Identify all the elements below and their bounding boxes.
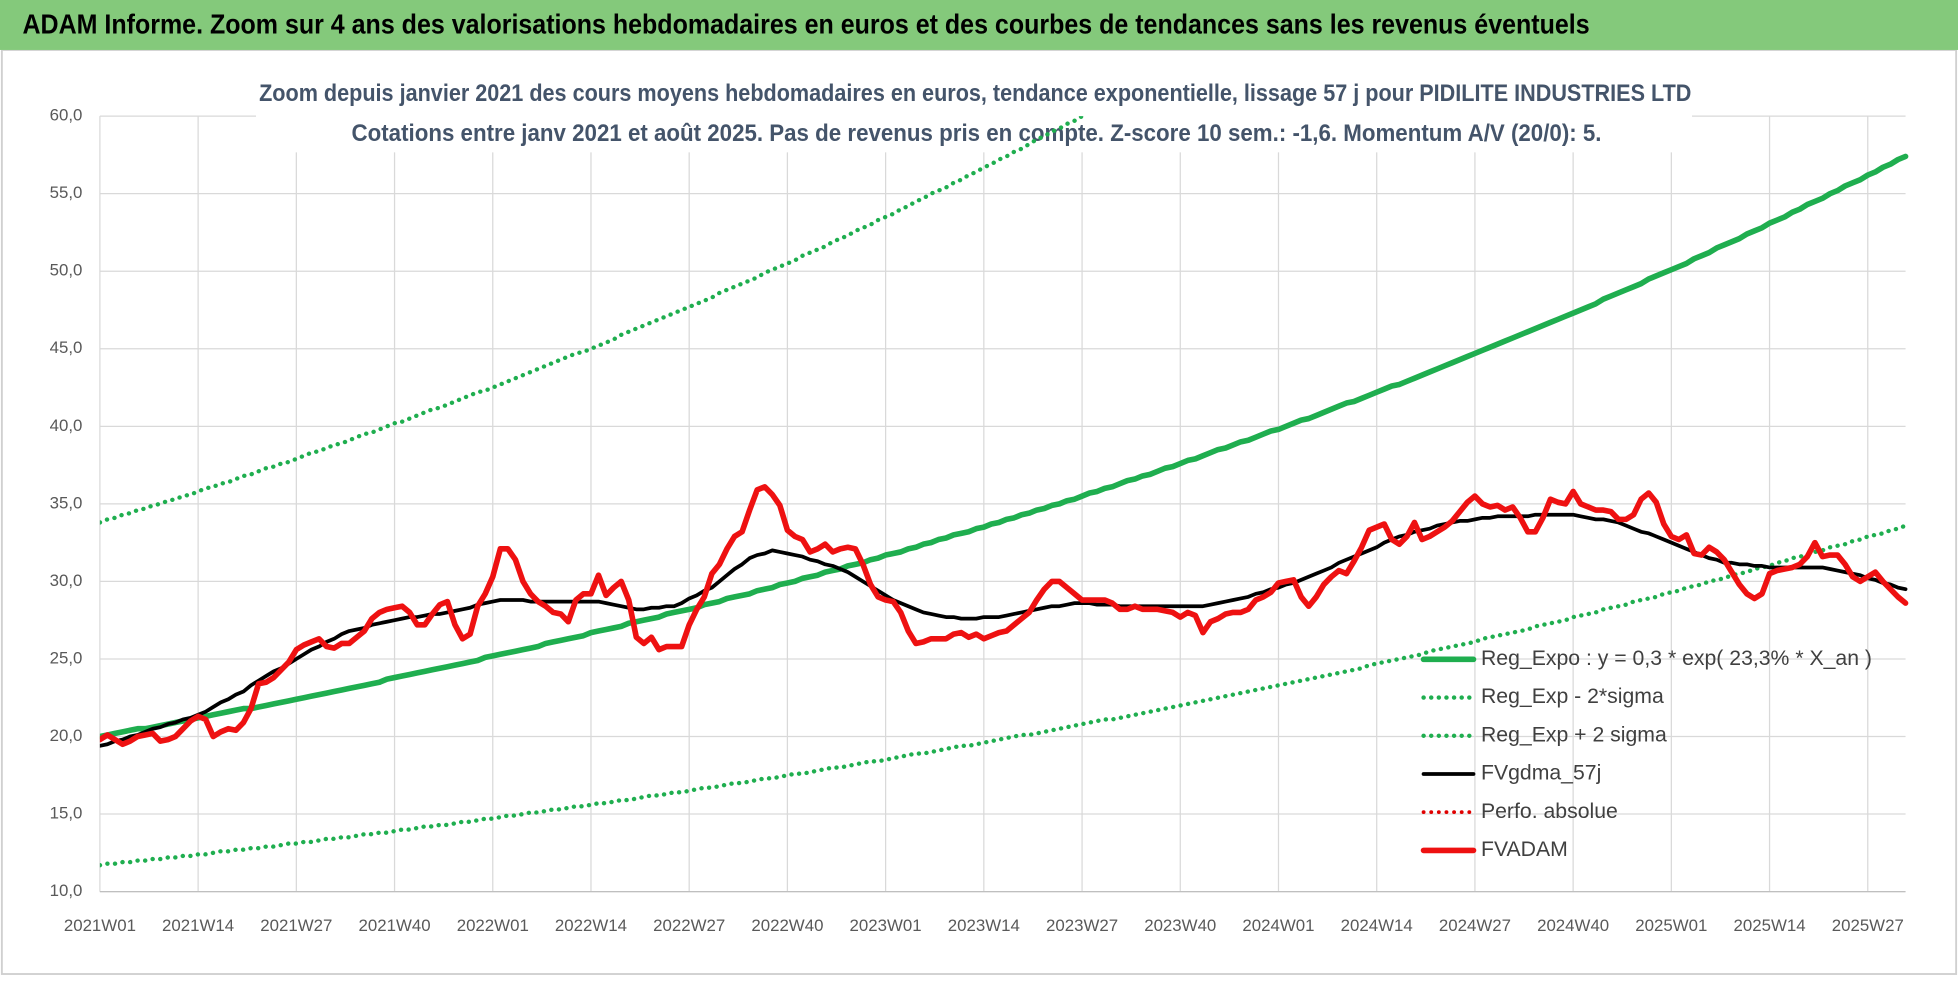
x-tick-label: 2023W27	[1046, 916, 1118, 935]
x-tick-label: 2023W01	[850, 916, 922, 935]
x-tick-label: 2021W27	[260, 916, 332, 935]
x-tick-label: 2022W14	[555, 916, 627, 935]
y-tick-label: 60,0	[50, 106, 83, 125]
y-tick-label: 30,0	[50, 571, 83, 590]
x-tick-label: 2024W40	[1537, 916, 1609, 935]
y-tick-label: 55,0	[50, 183, 83, 202]
header-bar	[0, 0, 1958, 50]
x-tick-label: 2022W27	[653, 916, 725, 935]
x-tick-label: 2022W01	[457, 916, 529, 935]
y-tick-label: 40,0	[50, 416, 83, 435]
y-tick-label: 25,0	[50, 648, 83, 667]
series-line	[99, 116, 1087, 525]
series-line	[99, 153, 1909, 740]
y-tick-label: 15,0	[50, 804, 83, 823]
x-tick-label: 2025W01	[1635, 916, 1707, 935]
x-tick-label: 2023W40	[1144, 916, 1216, 935]
x-tick-label: 2024W27	[1439, 916, 1511, 935]
y-tick-label: 50,0	[50, 261, 83, 280]
header-title: ADAM Informe. Zoom sur 4 ans des valoris…	[22, 8, 1589, 39]
x-tick-label: 2024W01	[1242, 916, 1314, 935]
title-background	[255, 77, 1693, 153]
legend-label: Reg_Exp + 2 sigma	[1481, 723, 1667, 746]
chart-subtitle: Cotations entre janv 2021 et août 2025. …	[352, 121, 1602, 147]
y-tick-label: 20,0	[50, 726, 83, 745]
y-tick-label: 10,0	[50, 881, 83, 900]
axes: 10,0 15,0 20,0 25,0 30,0 35,0 40,0 45,0 50,0 55,0…	[50, 106, 1906, 935]
legend-label: FVADAM	[1481, 838, 1568, 861]
series-line	[99, 512, 1908, 748]
x-tick-label: 2021W01	[64, 916, 136, 935]
y-tick-label: 45,0	[50, 338, 83, 357]
legend-label: Reg_Exp - 2*sigma	[1481, 685, 1664, 708]
plot-area	[99, 116, 1909, 868]
series-line	[99, 523, 1908, 868]
x-tick-label: 2021W14	[162, 916, 234, 935]
x-tick-label: 2023W14	[948, 916, 1020, 935]
x-tick-label: 2024W14	[1341, 916, 1413, 935]
legend-label: Perfo. absolue	[1481, 800, 1618, 823]
legend-label: Reg_Expo : y = 0,3 * exp( 23,3% * X_an )	[1481, 647, 1872, 670]
y-tick-label: 35,0	[50, 493, 83, 512]
legend-label: FVgdma_57j	[1481, 762, 1601, 785]
chart-title: Zoom depuis janvier 2021 des cours moyen…	[259, 81, 1691, 107]
x-tick-label: 2022W40	[751, 916, 823, 935]
series-line	[99, 483, 1909, 748]
x-tick-label: 2025W27	[1832, 916, 1904, 935]
legend: Reg_Expo : y = 0,3 * exp( 23,3% * X_an )…	[1420, 647, 1872, 861]
x-tick-label: 2021W40	[358, 916, 430, 935]
x-tick-label: 2025W14	[1734, 916, 1806, 935]
